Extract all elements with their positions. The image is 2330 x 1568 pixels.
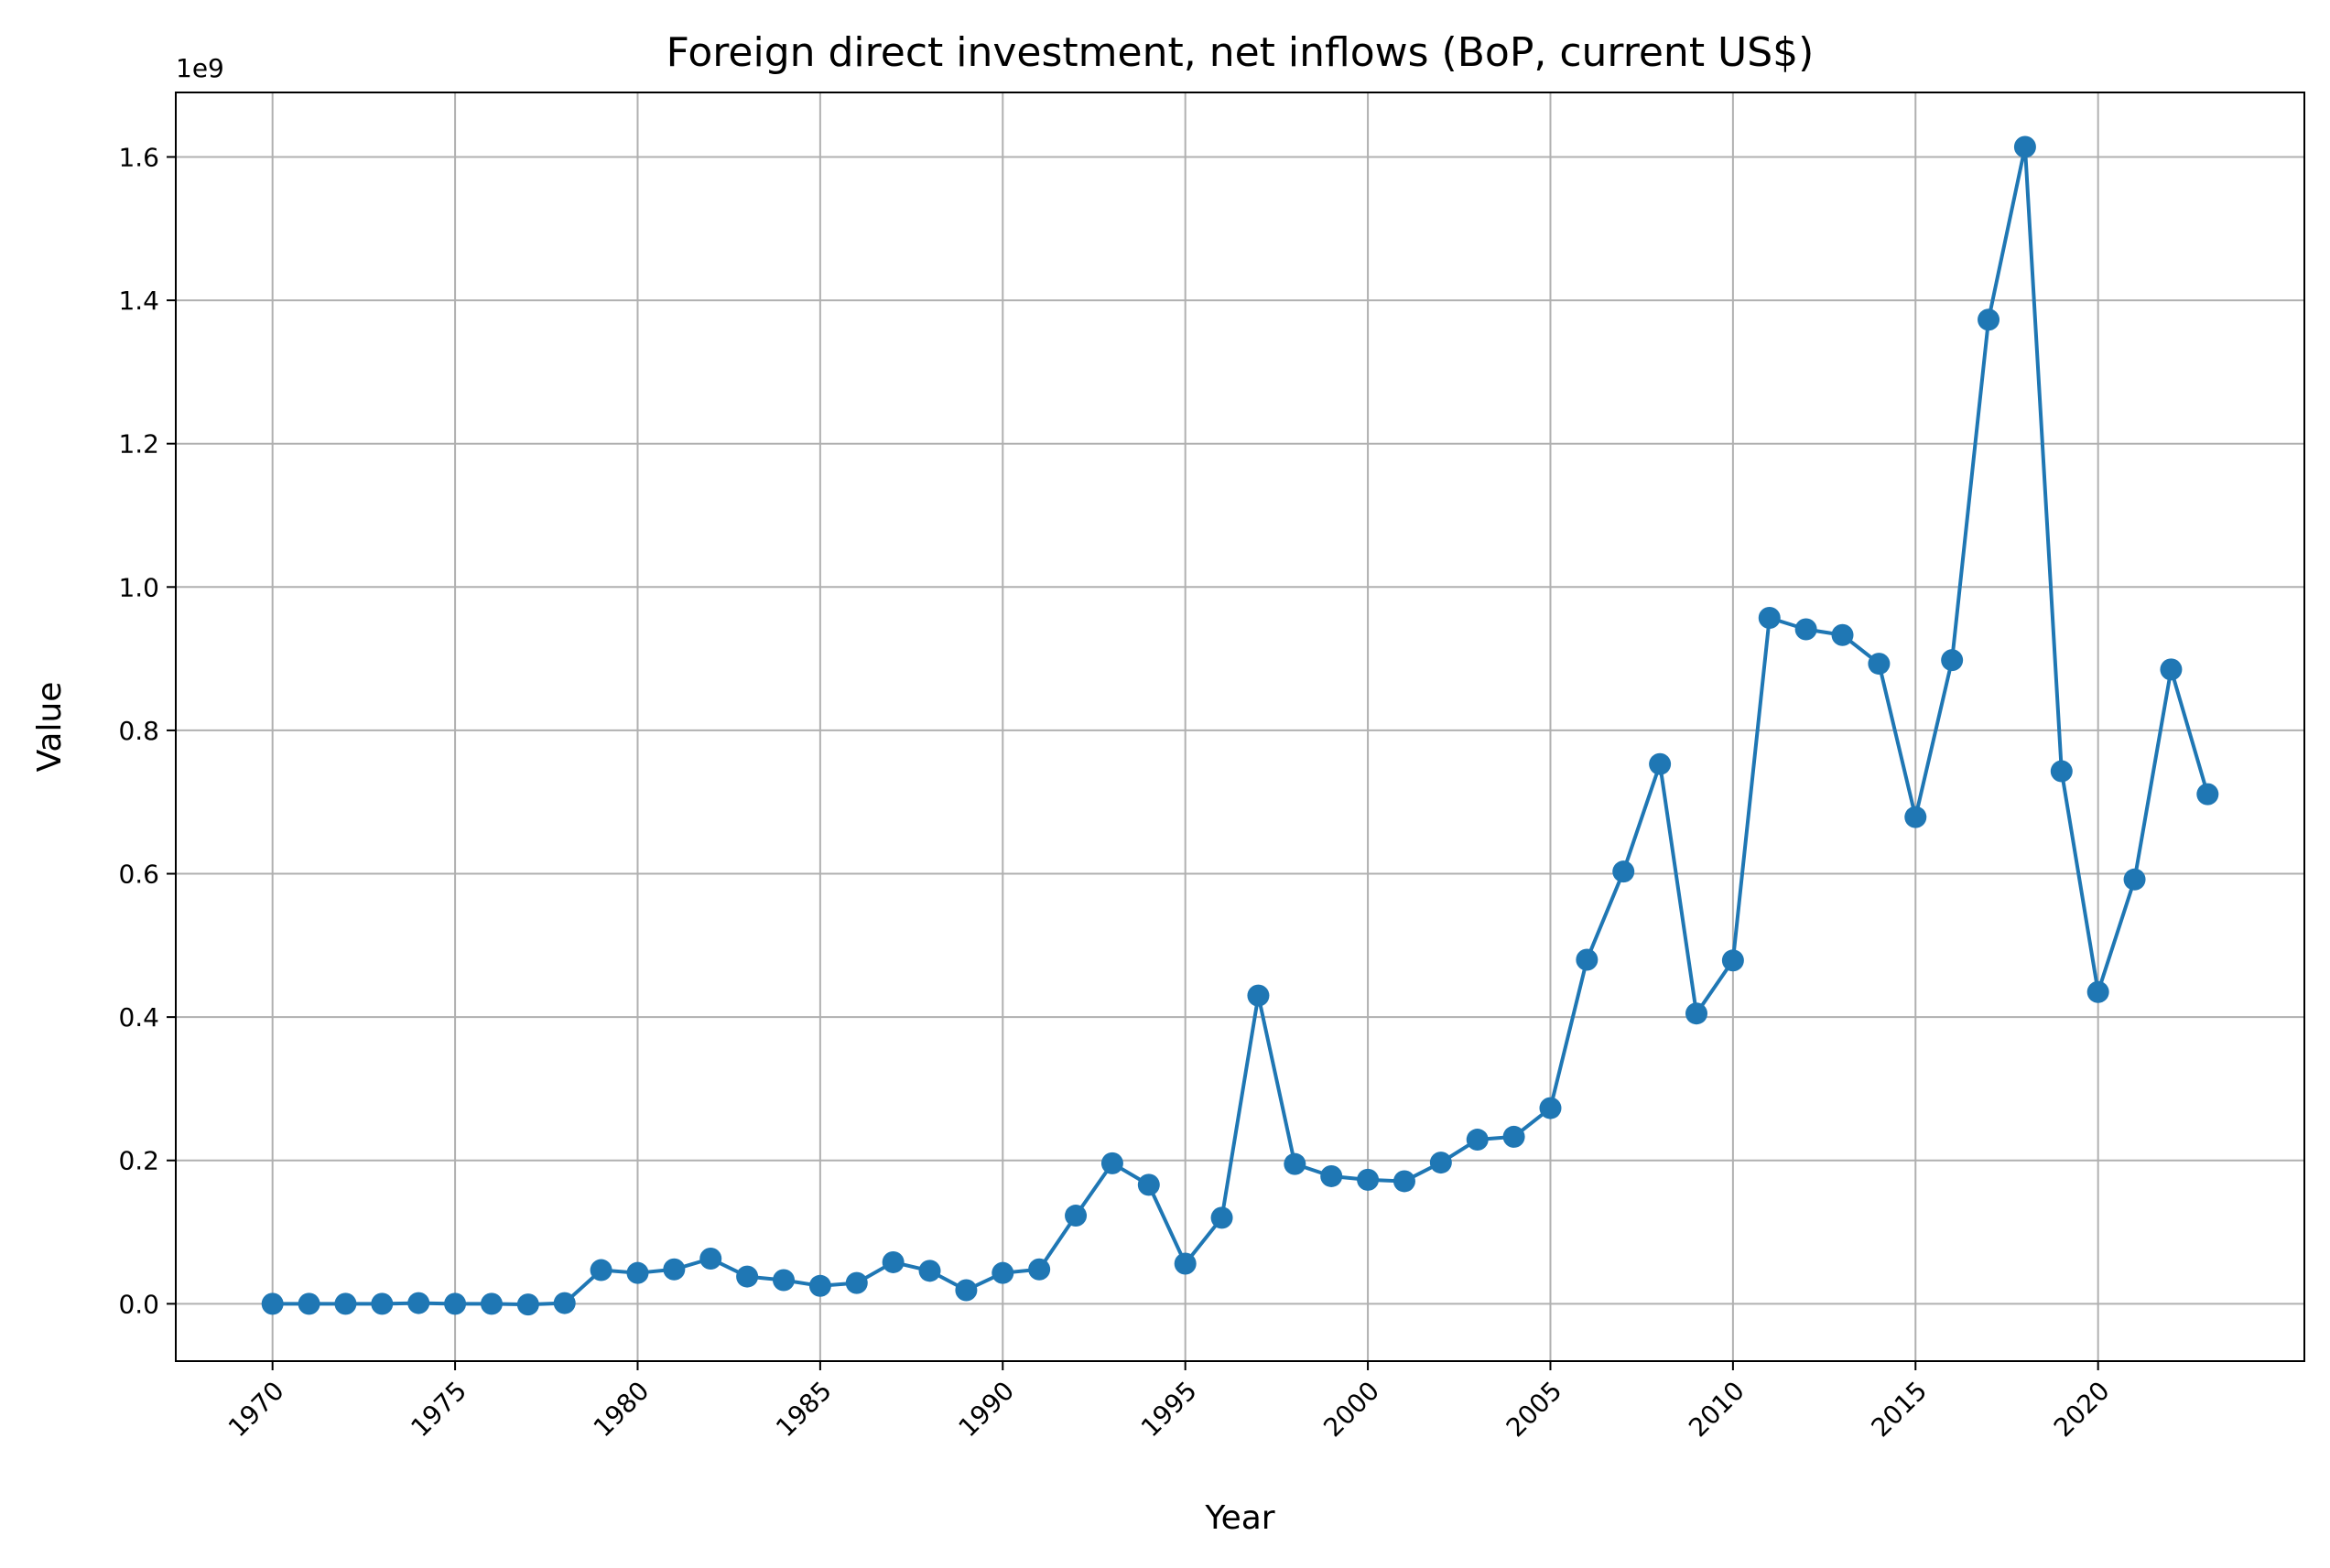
data-point: [1247, 984, 1270, 1007]
y-tick-label: 0.2: [118, 1146, 159, 1176]
x-axis-label: Year: [1204, 1499, 1274, 1537]
x-tick-label: 1995: [1135, 1376, 1203, 1444]
data-point: [1357, 1168, 1380, 1191]
y-tick-label: 1.0: [118, 572, 159, 602]
data-point: [1721, 949, 1744, 972]
data-point: [1393, 1170, 1415, 1193]
data-point: [2160, 658, 2183, 681]
data-point: [1100, 1152, 1123, 1174]
data-point: [845, 1271, 868, 1294]
y-tick-label: 1.6: [118, 142, 159, 172]
data-point: [1612, 860, 1635, 883]
y-tick-label: 0.0: [118, 1289, 159, 1319]
data-point: [955, 1279, 978, 1302]
axes: 1970 1975 1980 1985 1990 1995 2000 2005 2010 2015…: [118, 92, 2305, 1444]
data-point: [699, 1248, 722, 1271]
series: [261, 135, 2219, 1316]
data-point: [1502, 1125, 1525, 1148]
x-tick-label: 2015: [1866, 1376, 1934, 1444]
x-tick-label: 2000: [1317, 1376, 1385, 1444]
data-point: [261, 1292, 284, 1315]
data-point: [1685, 1002, 1707, 1025]
data-point: [2196, 783, 2219, 806]
data-point: [1539, 1097, 1562, 1119]
data-point: [1028, 1258, 1051, 1281]
labels: Foreign direct investment, net inflows (…: [31, 29, 1814, 1537]
data-point: [1320, 1164, 1343, 1187]
x-tick-label: 1990: [953, 1376, 1021, 1444]
data-point: [553, 1292, 576, 1314]
x-tick-label: 1970: [222, 1376, 290, 1444]
data-point: [1210, 1206, 1233, 1229]
data-point: [480, 1292, 503, 1315]
data-point: [1794, 618, 1817, 641]
data-point: [1831, 623, 1854, 646]
data-point: [2086, 980, 2109, 1003]
data-point: [1174, 1252, 1197, 1275]
data-point: [736, 1265, 759, 1288]
data-point: [1429, 1152, 1452, 1174]
y-axis-offset-label: 1e9: [176, 53, 224, 83]
data-point: [1065, 1205, 1088, 1227]
data-point: [1137, 1173, 1160, 1196]
data-point: [590, 1259, 612, 1281]
plot-frame: [175, 92, 2305, 1362]
series-line: [272, 145, 2210, 1307]
data-point: [1576, 948, 1598, 971]
data-point: [773, 1269, 796, 1292]
data-point: [1466, 1129, 1489, 1152]
data-point: [1868, 653, 1891, 676]
data-point: [992, 1261, 1014, 1284]
data-point: [2013, 135, 2036, 158]
data-point: [334, 1292, 357, 1315]
data-point: [2050, 760, 2073, 783]
grid: [176, 92, 2304, 1361]
data-point: [918, 1260, 941, 1282]
y-tick-label: 0.6: [118, 860, 159, 890]
y-tick-label: 0.8: [118, 716, 159, 746]
data-point: [298, 1292, 320, 1315]
data-point: [1941, 649, 1964, 672]
x-tick-label: 1980: [588, 1376, 656, 1444]
y-tick-label: 1.4: [118, 286, 159, 316]
data-point: [444, 1292, 467, 1315]
x-tick-label: 2005: [1501, 1376, 1568, 1444]
chart-title: Foreign direct investment, net inflows (…: [666, 29, 1815, 76]
data-point: [808, 1274, 831, 1297]
data-point: [1758, 606, 1781, 629]
y-tick-label: 1.2: [118, 429, 159, 460]
data-point: [1284, 1152, 1306, 1175]
data-point: [1904, 806, 1927, 828]
x-tick-label: 1975: [405, 1376, 472, 1444]
data-point: [516, 1293, 539, 1316]
x-tick-label: 1985: [770, 1376, 838, 1444]
data-point: [663, 1258, 686, 1281]
x-tick-label: 2020: [2048, 1376, 2116, 1444]
data-point: [882, 1250, 905, 1273]
y-axis-label: Value: [31, 682, 69, 773]
data-point: [371, 1292, 394, 1315]
data-point: [407, 1292, 430, 1314]
data-point: [1649, 752, 1672, 775]
data-point: [626, 1261, 649, 1284]
data-point: [1978, 308, 2000, 331]
x-tick-label: 2010: [1683, 1376, 1750, 1444]
data-point: [2123, 868, 2146, 891]
y-tick-label: 0.4: [118, 1002, 159, 1033]
